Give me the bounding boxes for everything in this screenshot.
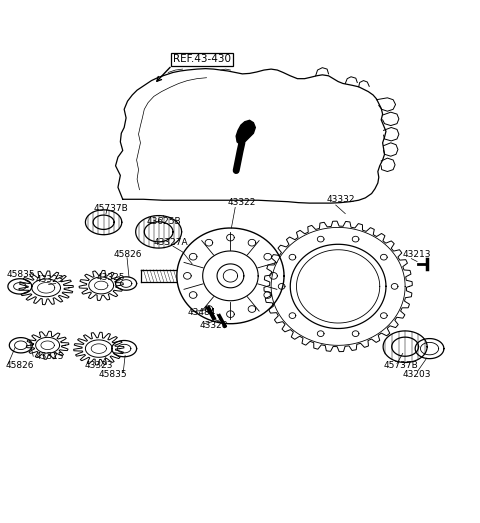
Text: 45737B: 45737B [94, 204, 129, 213]
Text: 45826: 45826 [113, 249, 142, 259]
Text: REF.43-430: REF.43-430 [173, 54, 231, 64]
Text: 45737B: 45737B [384, 361, 419, 370]
Text: 45835: 45835 [99, 370, 127, 379]
Polygon shape [236, 120, 255, 144]
Text: 43323: 43323 [84, 361, 113, 370]
Text: 43484: 43484 [187, 308, 216, 317]
Text: 43322: 43322 [228, 198, 256, 207]
Text: 43332: 43332 [326, 195, 355, 203]
Text: 43625B: 43625B [147, 217, 181, 226]
Text: 43328: 43328 [199, 321, 228, 329]
Text: 43327A: 43327A [154, 238, 189, 247]
Text: 43203: 43203 [403, 370, 431, 379]
Text: 43325: 43325 [96, 272, 125, 282]
Text: 43213: 43213 [403, 249, 431, 259]
Text: 45835: 45835 [6, 270, 35, 279]
Text: 43325: 43325 [35, 352, 64, 361]
Text: 45826: 45826 [5, 361, 34, 370]
Text: 43323: 43323 [35, 275, 64, 283]
